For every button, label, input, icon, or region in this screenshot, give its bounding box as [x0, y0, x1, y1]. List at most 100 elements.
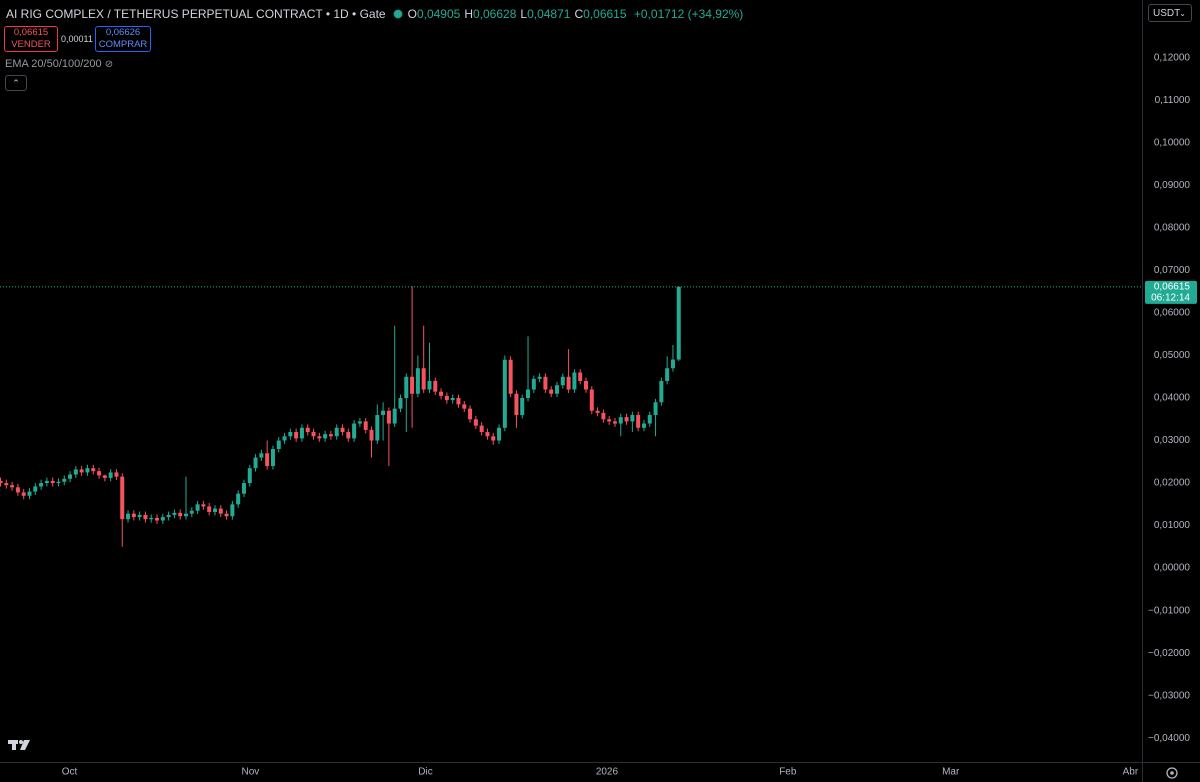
last-price-box: [1145, 280, 1197, 304]
x-tick-label: Nov: [242, 767, 260, 778]
y-tick-label: 0,12000: [1154, 52, 1191, 63]
candle-body: [543, 376, 548, 390]
candle-body: [456, 398, 461, 405]
candle-body: [560, 376, 565, 386]
currency-select[interactable]: USDT ⌄: [1148, 4, 1192, 22]
ohlc-value: 0,04905: [416, 7, 461, 21]
candle-body: [410, 376, 415, 394]
collapse-button[interactable]: ⌃: [5, 75, 27, 91]
candle-body: [230, 504, 235, 517]
candle-body: [473, 419, 478, 426]
buy-button[interactable]: 0,06626 COMPRAR: [95, 26, 151, 52]
indicator-legend[interactable]: EMA 20/50/100/200 ⊘: [5, 58, 113, 70]
visibility-icon[interactable]: ⊘: [104, 59, 114, 70]
candle-body: [479, 425, 484, 433]
candle-body: [612, 421, 617, 424]
candle-body: [172, 512, 177, 515]
candle-body: [91, 468, 96, 472]
candle-body: [276, 440, 281, 450]
candle-body: [33, 486, 38, 492]
candle-body: [508, 359, 513, 394]
candle-body: [352, 423, 357, 439]
candle-body: [201, 504, 206, 507]
ohlc-value: 0,06628: [473, 7, 517, 21]
y-tick-label: 0,01000: [1154, 520, 1191, 531]
candle-body: [131, 513, 136, 518]
candle-body: [247, 468, 252, 484]
sell-price: 0,06615: [13, 27, 49, 38]
candle-body: [294, 432, 299, 439]
candle-body: [10, 485, 15, 488]
candle-body: [27, 491, 32, 496]
y-tick-label: −0,01000: [1148, 605, 1190, 616]
candle-body: [270, 449, 275, 467]
last-price-label: 0,06615: [1154, 281, 1191, 292]
y-tick-label: 0,09000: [1154, 180, 1191, 191]
candle-body: [0, 480, 3, 484]
candle-body: [224, 513, 229, 517]
candle-body: [427, 381, 432, 390]
x-tick-label: Dic: [418, 767, 432, 778]
candle-body: [265, 453, 270, 467]
x-tick-label: Abr: [1123, 767, 1139, 778]
y-tick-label: −0,04000: [1148, 733, 1190, 744]
candle-body: [108, 472, 113, 478]
candle-body: [149, 517, 154, 520]
candle-body: [607, 419, 612, 422]
market-status: [393, 10, 402, 18]
candle-body: [641, 423, 646, 428]
candle-body: [497, 427, 502, 441]
ohlc-value: 0,04871: [527, 7, 571, 21]
candle-body: [160, 517, 165, 521]
ohlc-label: L: [520, 7, 528, 21]
y-tick-label: 0,04000: [1154, 393, 1191, 404]
countdown: 06:12:14: [1151, 292, 1190, 303]
candle-body: [624, 417, 629, 422]
y-tick-label: 0,07000: [1154, 265, 1191, 276]
indicator-name: EMA 20/50/100/200: [5, 58, 102, 70]
candle-body: [15, 487, 20, 493]
dropdown-arrow: ⌄: [1179, 9, 1186, 18]
x-tick-label: Feb: [779, 767, 797, 778]
candle-body: [126, 513, 131, 520]
candle-body: [549, 389, 554, 394]
candle-body: [502, 359, 507, 428]
candle-body: [50, 480, 55, 484]
candle-body: [601, 412, 606, 420]
candle-body: [450, 398, 455, 401]
candle-body: [143, 514, 148, 520]
candle-body: [670, 359, 675, 369]
candle-body: [44, 480, 49, 484]
candle-body: [218, 508, 223, 514]
currency: USDT: [1153, 8, 1181, 19]
candle-body: [369, 429, 374, 441]
candle-body: [207, 506, 212, 512]
candle-body: [647, 415, 652, 424]
settings-icon[interactable]: [1166, 767, 1178, 779]
candle-body: [485, 432, 490, 437]
ohlc-value: 0,06615: [583, 7, 627, 21]
sell-button[interactable]: 0,06615 VENDER: [4, 26, 58, 52]
candle-body: [346, 432, 351, 439]
candle-body: [578, 372, 583, 381]
candle-body: [636, 415, 641, 428]
candle-body: [56, 481, 61, 484]
y-tick-label: 0,05000: [1154, 350, 1191, 361]
candle-body: [102, 475, 107, 478]
candle-body: [114, 472, 119, 477]
candle-body: [566, 376, 571, 390]
candle-body: [85, 468, 90, 473]
candle-body: [120, 476, 125, 520]
y-tick-label: 0,06000: [1154, 308, 1191, 319]
candle-body: [73, 469, 78, 475]
spread: 0,00011: [61, 34, 93, 44]
ohlc-label: C: [574, 7, 584, 21]
symbol-legend: AI RIG COMPLEX / TETHERUS PERPETUAL CONT…: [6, 7, 743, 21]
candle-body: [323, 434, 328, 439]
symbol-title: AI RIG COMPLEX / TETHERUS PERPETUAL CONT…: [6, 7, 386, 21]
candle-body: [4, 483, 9, 486]
candle-body: [178, 512, 183, 517]
candle-body: [398, 398, 403, 409]
